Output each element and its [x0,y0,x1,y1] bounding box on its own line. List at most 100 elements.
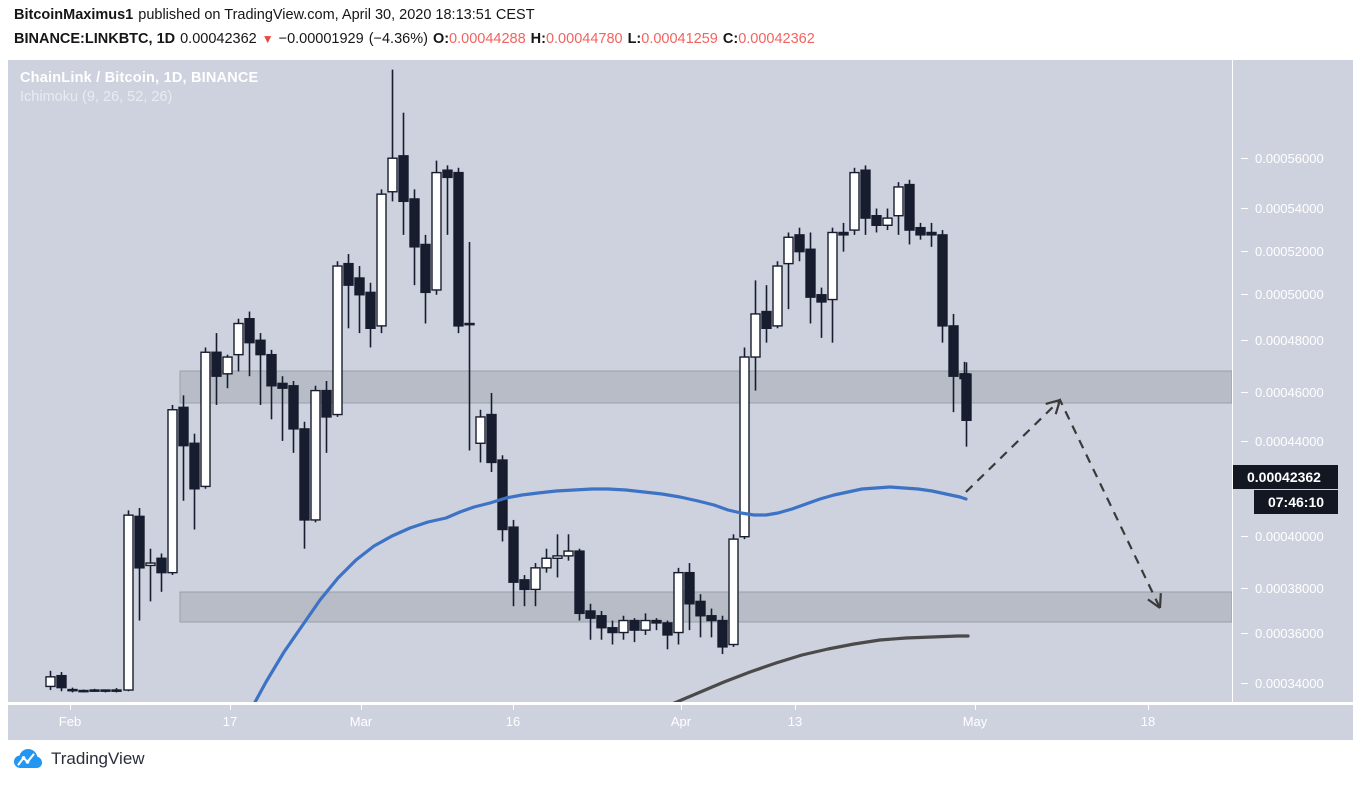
price-tick-label: 0.00054000 [1255,201,1324,216]
time-axis[interactable]: Feb 17 Mar 16 Apr 13 May 18 [8,705,1353,740]
projected-path-arrow[interactable] [965,398,1162,609]
candle-down [871,215,882,226]
candle-down [244,318,255,344]
price-tick-mark [1241,683,1248,684]
high-key: H: [530,31,546,47]
price-plot-pane[interactable]: ChainLink / Bitcoin, 1D, BINANCE Ichimok… [8,60,1232,702]
open-key: O: [432,31,450,47]
price-tick-label: 0.00044000 [1255,434,1324,449]
symbol-quote-line: BINANCE:LINKBTC, 1D 0.00042362 ▼ −0.0000192… [14,31,815,47]
candle-down [134,515,145,569]
price-tick-mark [1241,536,1248,537]
candle-down [497,459,508,531]
candle-up [739,356,750,538]
time-tick-mark [70,705,71,710]
candle-down [178,406,189,447]
candle-down [56,674,67,689]
candle-down [574,550,585,615]
candle-down [706,615,717,622]
ichimoku-dark-line [672,634,970,702]
candle-down [948,325,959,377]
price-axis[interactable]: 0.00056000 0.00054000 0.00052000 0.00050000… [1233,60,1353,728]
candle-down [266,353,277,387]
candle-down [961,373,972,421]
candle-down [717,619,728,648]
time-tick-label: Feb [58,714,82,729]
price-tick-label: 0.00052000 [1255,244,1324,259]
candle-down [508,526,519,583]
time-tick-label: 18 [1140,714,1156,729]
candle-down [651,619,662,624]
bar-countdown-label: 07:46:10 [1254,490,1338,514]
time-tick-mark [230,705,231,710]
price-tick-label: 0.00048000 [1255,333,1324,348]
candle-up [45,676,56,688]
publication-meta: published on TradingView.com, April 30, … [138,7,535,23]
candle-down [255,339,266,356]
candle-down [904,183,915,231]
candle-down [189,442,200,490]
chart-legend-title: ChainLink / Bitcoin, 1D, BINANCE [20,70,259,86]
candle-down [937,234,948,327]
chart-legend: ChainLink / Bitcoin, 1D, BINANCE Ichimok… [20,70,258,105]
time-tick-mark [795,705,796,710]
author-name: BitcoinMaximus1 [14,7,134,23]
projection-arrowhead-down [1147,598,1161,609]
candle-up [376,193,387,327]
candle-up [464,322,475,326]
candle-up [222,356,233,375]
time-tick-label: 13 [787,714,803,729]
time-tick-label: Mar [349,714,373,729]
candle-down [321,389,332,418]
candle-down [794,234,805,253]
candle-down [926,231,937,236]
price-tick-label: 0.00056000 [1255,151,1324,166]
candle-down [662,622,673,636]
candle-down [354,277,365,296]
footer: TradingView [0,740,1353,785]
chart-legend-indicator: Ichimoku (9, 26, 52, 26) [20,89,173,105]
candle-up [541,557,552,569]
candlestick-series [45,69,972,693]
candle-up [618,619,629,634]
candle-up [640,619,651,631]
candle-down [519,579,530,591]
candle-up [475,416,486,444]
price-tick-label: 0.00040000 [1255,529,1324,544]
projection-arrowhead-down [1158,593,1162,609]
time-tick-label: Apr [670,714,692,729]
candle-up [200,351,211,488]
candle-down [277,382,288,389]
time-tick-label: 17 [222,714,238,729]
candle-down [607,627,618,634]
pane-divider [1232,60,1233,740]
candle-up [310,389,321,521]
candle-up [387,157,398,193]
candle-up [882,217,893,226]
candle-down [629,619,640,631]
tradingview-logo[interactable]: TradingView [14,749,145,769]
time-tick-mark [681,705,682,710]
support-zone[interactable] [179,591,1232,623]
candle-up [530,567,541,591]
time-tick-mark [513,705,514,710]
price-tick-label: 0.00036000 [1255,626,1324,641]
price-tick-mark [1241,208,1248,209]
candle-down [67,688,78,692]
candle-down [596,615,607,629]
candle-down [211,351,222,377]
candle-down [299,428,310,521]
high-value: 0.00044780 [545,31,623,47]
time-tick-mark [1148,705,1149,710]
candle-down [442,169,453,179]
low-value: 0.00041259 [641,31,718,47]
candle-up [332,265,343,416]
resistance-zone[interactable] [179,370,1232,404]
candle-up [849,171,860,231]
tradingview-wordmark: TradingView [51,749,145,768]
candle-down [860,169,871,219]
chart-area[interactable]: ChainLink / Bitcoin, 1D, BINANCE Ichimok… [0,60,1353,740]
candle-down [486,413,497,464]
price-tick-mark [1241,158,1248,159]
current-price-label[interactable]: 0.00042362 [1233,465,1338,489]
